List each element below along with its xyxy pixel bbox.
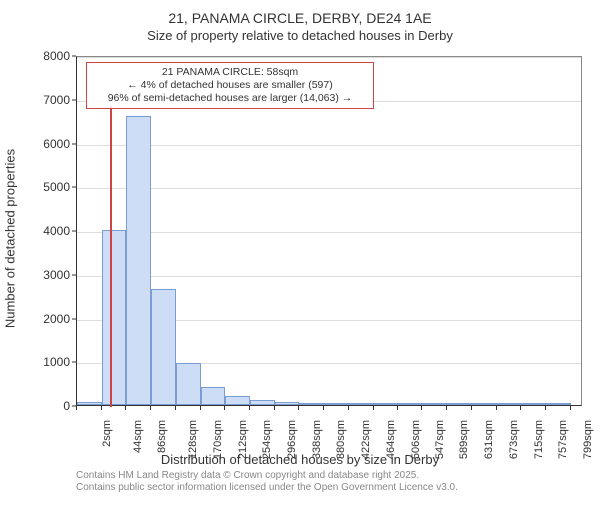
ytick-mark [72,274,76,275]
xtick-mark [224,406,225,410]
ytick-label: 4000 [43,224,70,238]
ytick-mark [72,143,76,144]
ytick-label: 2000 [43,312,70,326]
gridline [77,57,581,58]
gridline [77,276,581,277]
ytick-mark [72,318,76,319]
histogram-bar [324,403,349,405]
histogram-bar [275,402,300,405]
annotation-line2: ← 4% of detached houses are smaller (597… [93,79,367,92]
xtick-mark [298,406,299,410]
annotation-line1: 21 PANAMA CIRCLE: 58sqm [93,66,367,79]
ytick-label: 3000 [43,268,70,282]
chart-title-line2: Size of property relative to detached ho… [0,28,600,43]
xtick-label: 86sqm [156,420,168,453]
histogram-bar [151,289,176,405]
histogram-bar [374,403,398,405]
xtick-mark [76,406,77,410]
ytick-mark [72,56,76,57]
marker-line [110,106,112,407]
ytick-label: 7000 [43,93,70,107]
ytick-mark [72,99,76,100]
xtick-mark [348,406,349,410]
xtick-mark [446,406,447,410]
histogram-bar [176,363,201,405]
histogram-bar [250,400,275,405]
xtick-label: 2sqm [101,420,113,447]
xtick-mark [421,406,422,410]
histogram-bar [299,403,324,405]
histogram-bar [398,403,423,405]
histogram-bar [201,387,226,405]
chart-title-line1: 21, PANAMA CIRCLE, DERBY, DE24 1AE [0,10,600,26]
xtick-mark [200,406,201,410]
histogram-bar [225,396,250,405]
histogram-bar [349,403,374,405]
ytick-mark [72,231,76,232]
ytick-label: 8000 [43,49,70,63]
xtick-mark [175,406,176,410]
annotation-box: 21 PANAMA CIRCLE: 58sqm ← 4% of detached… [86,62,374,109]
xtick-mark [520,406,521,410]
ytick-mark [72,187,76,188]
gridline [77,188,581,189]
histogram-bar [497,403,522,405]
xtick-mark [373,406,374,410]
xtick-mark [496,406,497,410]
histogram-bar [126,116,151,405]
xtick-mark [101,406,102,410]
chart-container: 21, PANAMA CIRCLE, DERBY, DE24 1AE Size … [0,10,600,510]
ytick-label: 1000 [43,355,70,369]
ytick-label: 0 [63,399,70,413]
histogram-bar [546,403,571,405]
y-axis-label: Number of detached properties [3,149,18,328]
gridline [77,145,581,146]
xtick-mark [323,406,324,410]
histogram-bar [472,403,497,405]
gridline [77,232,581,233]
annotation-line3: 96% of semi-detached houses are larger (… [93,92,367,105]
xtick-mark [249,406,250,410]
xtick-label: 44sqm [132,420,144,453]
histogram-bar [77,402,102,405]
xtick-mark [570,406,571,410]
ytick-mark [72,362,76,363]
ytick-label: 5000 [43,180,70,194]
x-axis-label: Distribution of detached houses by size … [0,452,600,467]
xtick-mark [125,406,126,410]
histogram-bar [521,403,546,405]
footer-line1: Contains HM Land Registry data © Crown c… [76,470,458,482]
xtick-mark [274,406,275,410]
footer-attribution: Contains HM Land Registry data © Crown c… [76,470,458,494]
ytick-label: 6000 [43,137,70,151]
histogram-bar [422,403,447,405]
histogram-bar [102,230,127,405]
xtick-mark [150,406,151,410]
footer-line2: Contains public sector information licen… [76,482,458,494]
xtick-mark [471,406,472,410]
xtick-mark [397,406,398,410]
histogram-bar [447,403,472,405]
xtick-mark [545,406,546,410]
